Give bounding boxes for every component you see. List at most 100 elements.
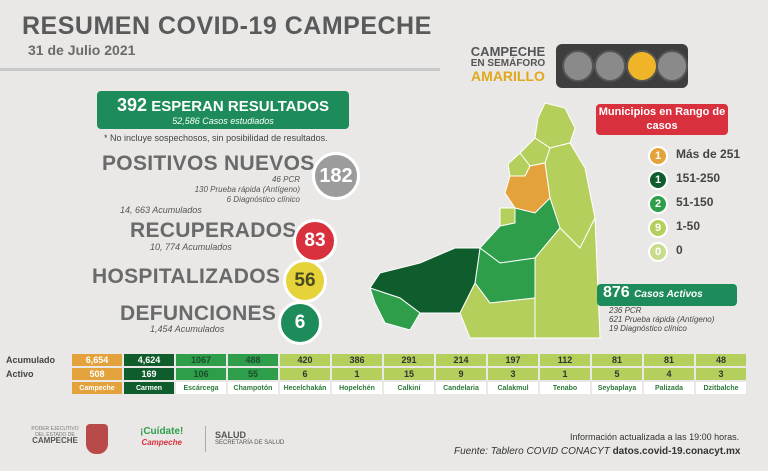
acumulado-cell: 81	[644, 354, 694, 366]
report-date: 31 de Julio 2021	[28, 42, 136, 58]
legend-range: 1-50	[676, 219, 701, 233]
acumulado-cell: 4,624	[124, 354, 174, 366]
acumulado-cell: 386	[332, 354, 382, 366]
municipio-name: Seybaplaya	[592, 382, 642, 394]
semaforo-label: CAMPECHE EN SEMÁFORO AMARILLO	[462, 44, 554, 84]
municipio-name: Calkiní	[384, 382, 434, 394]
map-region-palizada	[369, 287, 421, 331]
municipios-table: Acumulado 6,654 4,624 1067 488 420 386 291 214 1…	[0, 352, 748, 396]
traffic-light-3	[626, 50, 658, 82]
legend-range: 0	[676, 243, 683, 257]
fuente-text: Fuente: Tablero COVID CONACYT	[454, 446, 610, 457]
activo-cell: 508	[72, 368, 122, 380]
salud-line2: SECRETARÍA DE SALUD	[215, 440, 285, 446]
casos-activos-box: 876 Casos Activos	[597, 284, 737, 306]
poder-ejecutivo-logo: PODER EJECUTIVO DEL ESTADO DE CAMPECHE	[30, 426, 80, 445]
positivos-label: POSITIVOS NUEVOS	[102, 152, 315, 175]
acumulado-cell: 197	[488, 354, 538, 366]
semaforo-line1: CAMPECHE	[470, 44, 546, 59]
activo-cell: 3	[696, 368, 746, 380]
acumulado-cell: 112	[540, 354, 590, 366]
legend-count: 1	[648, 146, 668, 166]
row-label-acumulado: Acumulado	[6, 355, 56, 365]
defunciones-value: 6	[278, 301, 322, 345]
info-actualizada: Información actualizada a las 19:00 hora…	[570, 432, 740, 442]
page-title: RESUMEN COVID-19 CAMPECHE	[22, 12, 432, 40]
title-divider	[0, 68, 440, 71]
campeche-map	[369, 102, 601, 339]
activo-cell: 5	[592, 368, 642, 380]
activo-cell: 15	[384, 368, 434, 380]
poder-line1: PODER EJECUTIVO	[31, 426, 79, 432]
legend-title: Municipios en Rango de casos	[596, 104, 728, 135]
cuidate-logo: ¡Cuídate! Campeche	[140, 426, 183, 448]
recuperados-value: 83	[293, 219, 337, 263]
legend-range: Más de 251	[676, 147, 741, 161]
activo-cell: 169	[124, 368, 174, 380]
esperan-resultados-box: 392 ESPERAN RESULTADOS 52,586 Casos estu…	[97, 91, 349, 129]
casos-estudiados: 52,586 Casos estudiados	[172, 116, 274, 126]
activos-rapida: 621 Prueba rápida (Antígeno)	[609, 315, 715, 324]
activos-number: 876	[603, 284, 630, 301]
activos-clinico: 19 Diagnóstico clínico	[609, 324, 687, 333]
semaforo-line3: AMARILLO	[471, 68, 545, 84]
municipio-name: Carmen	[124, 382, 174, 394]
activo-cell: 106	[176, 368, 226, 380]
recuperados-acumulados: 10, 774 Acumulados	[150, 242, 232, 252]
positivos-acumulados: 14, 663 Acumulados	[120, 205, 202, 215]
hospitalizados-value: 56	[283, 259, 327, 303]
hospitalizados-label: HOSPITALIZADOS	[92, 265, 281, 288]
esperan-label: ESPERAN RESULTADOS	[151, 98, 329, 115]
salud-logo: SALUD SECRETARÍA DE SALUD	[215, 430, 284, 446]
traffic-light-1	[562, 50, 594, 82]
acumulado-cell: 214	[436, 354, 486, 366]
municipio-name: Champotón	[228, 382, 278, 394]
table-row-municipio: Campeche Carmen Escárcega Champotón Hecelcha…	[2, 382, 746, 394]
acumulado-cell: 6,654	[72, 354, 122, 366]
legend-range: 51-150	[676, 195, 714, 209]
traffic-light	[556, 44, 688, 88]
table-row-activo: Activo 508 169 106 55 6 1 15 9 3 1 5 4 3	[2, 368, 746, 380]
activo-cell: 6	[280, 368, 330, 380]
municipio-name: Palizada	[644, 382, 694, 394]
esperan-note: * No incluye sospechosos, sin posibilida…	[104, 133, 328, 143]
municipio-name: Calakmul	[488, 382, 538, 394]
footer-divider	[205, 426, 206, 452]
municipio-name: Hopelchén	[332, 382, 382, 394]
traffic-light-2	[594, 50, 626, 82]
activos-label: Casos Activos	[634, 289, 703, 300]
activo-cell: 1	[332, 368, 382, 380]
activos-pcr: 236 PCR	[609, 306, 642, 315]
cuidate-line1: ¡Cuídate!	[140, 426, 184, 437]
municipio-name: Tenabo	[540, 382, 590, 394]
salud-line1: SALUD	[215, 430, 246, 440]
defunciones-acumulados: 1,454 Acumulados	[150, 324, 225, 334]
poder-line3: CAMPECHE	[32, 436, 78, 445]
municipio-name: Escárcega	[176, 382, 226, 394]
positivos-breakdown: 46 PCR 130 Prueba rápida (Antígeno) 6 Di…	[100, 175, 300, 205]
fuente-url: datos.covid-19.conacyt.mx	[612, 446, 741, 457]
legend-count: 9	[648, 218, 668, 238]
acumulado-cell: 81	[592, 354, 642, 366]
acumulado-cell: 291	[384, 354, 434, 366]
recuperados-label: RECUPERADOS	[130, 219, 297, 242]
legend-count: 1	[648, 170, 668, 190]
activo-cell: 55	[228, 368, 278, 380]
municipio-name: Candelaria	[436, 382, 486, 394]
semaforo-line2: EN SEMÁFORO	[470, 58, 546, 69]
row-label-activo: Activo	[6, 369, 34, 379]
cuidate-line2: Campeche	[141, 438, 182, 447]
activo-cell: 4	[644, 368, 694, 380]
acumulado-cell: 488	[228, 354, 278, 366]
activo-cell: 3	[488, 368, 538, 380]
positivos-rapida: 130 Prueba rápida (Antígeno)	[194, 185, 300, 194]
legend-range: 151-250	[676, 171, 721, 185]
legend-count: 2	[648, 194, 668, 214]
campeche-shield-icon	[86, 424, 108, 454]
fuente: Fuente: Tablero COVID CONACYT datos.covi…	[454, 446, 740, 457]
positivos-pcr: 46 PCR	[271, 175, 300, 184]
traffic-light-4	[656, 50, 688, 82]
municipio-name: Dzitbalche	[696, 382, 746, 394]
positivos-clinico: 6 Diagnóstico clínico	[226, 195, 300, 204]
esperan-number: 392	[116, 95, 148, 115]
